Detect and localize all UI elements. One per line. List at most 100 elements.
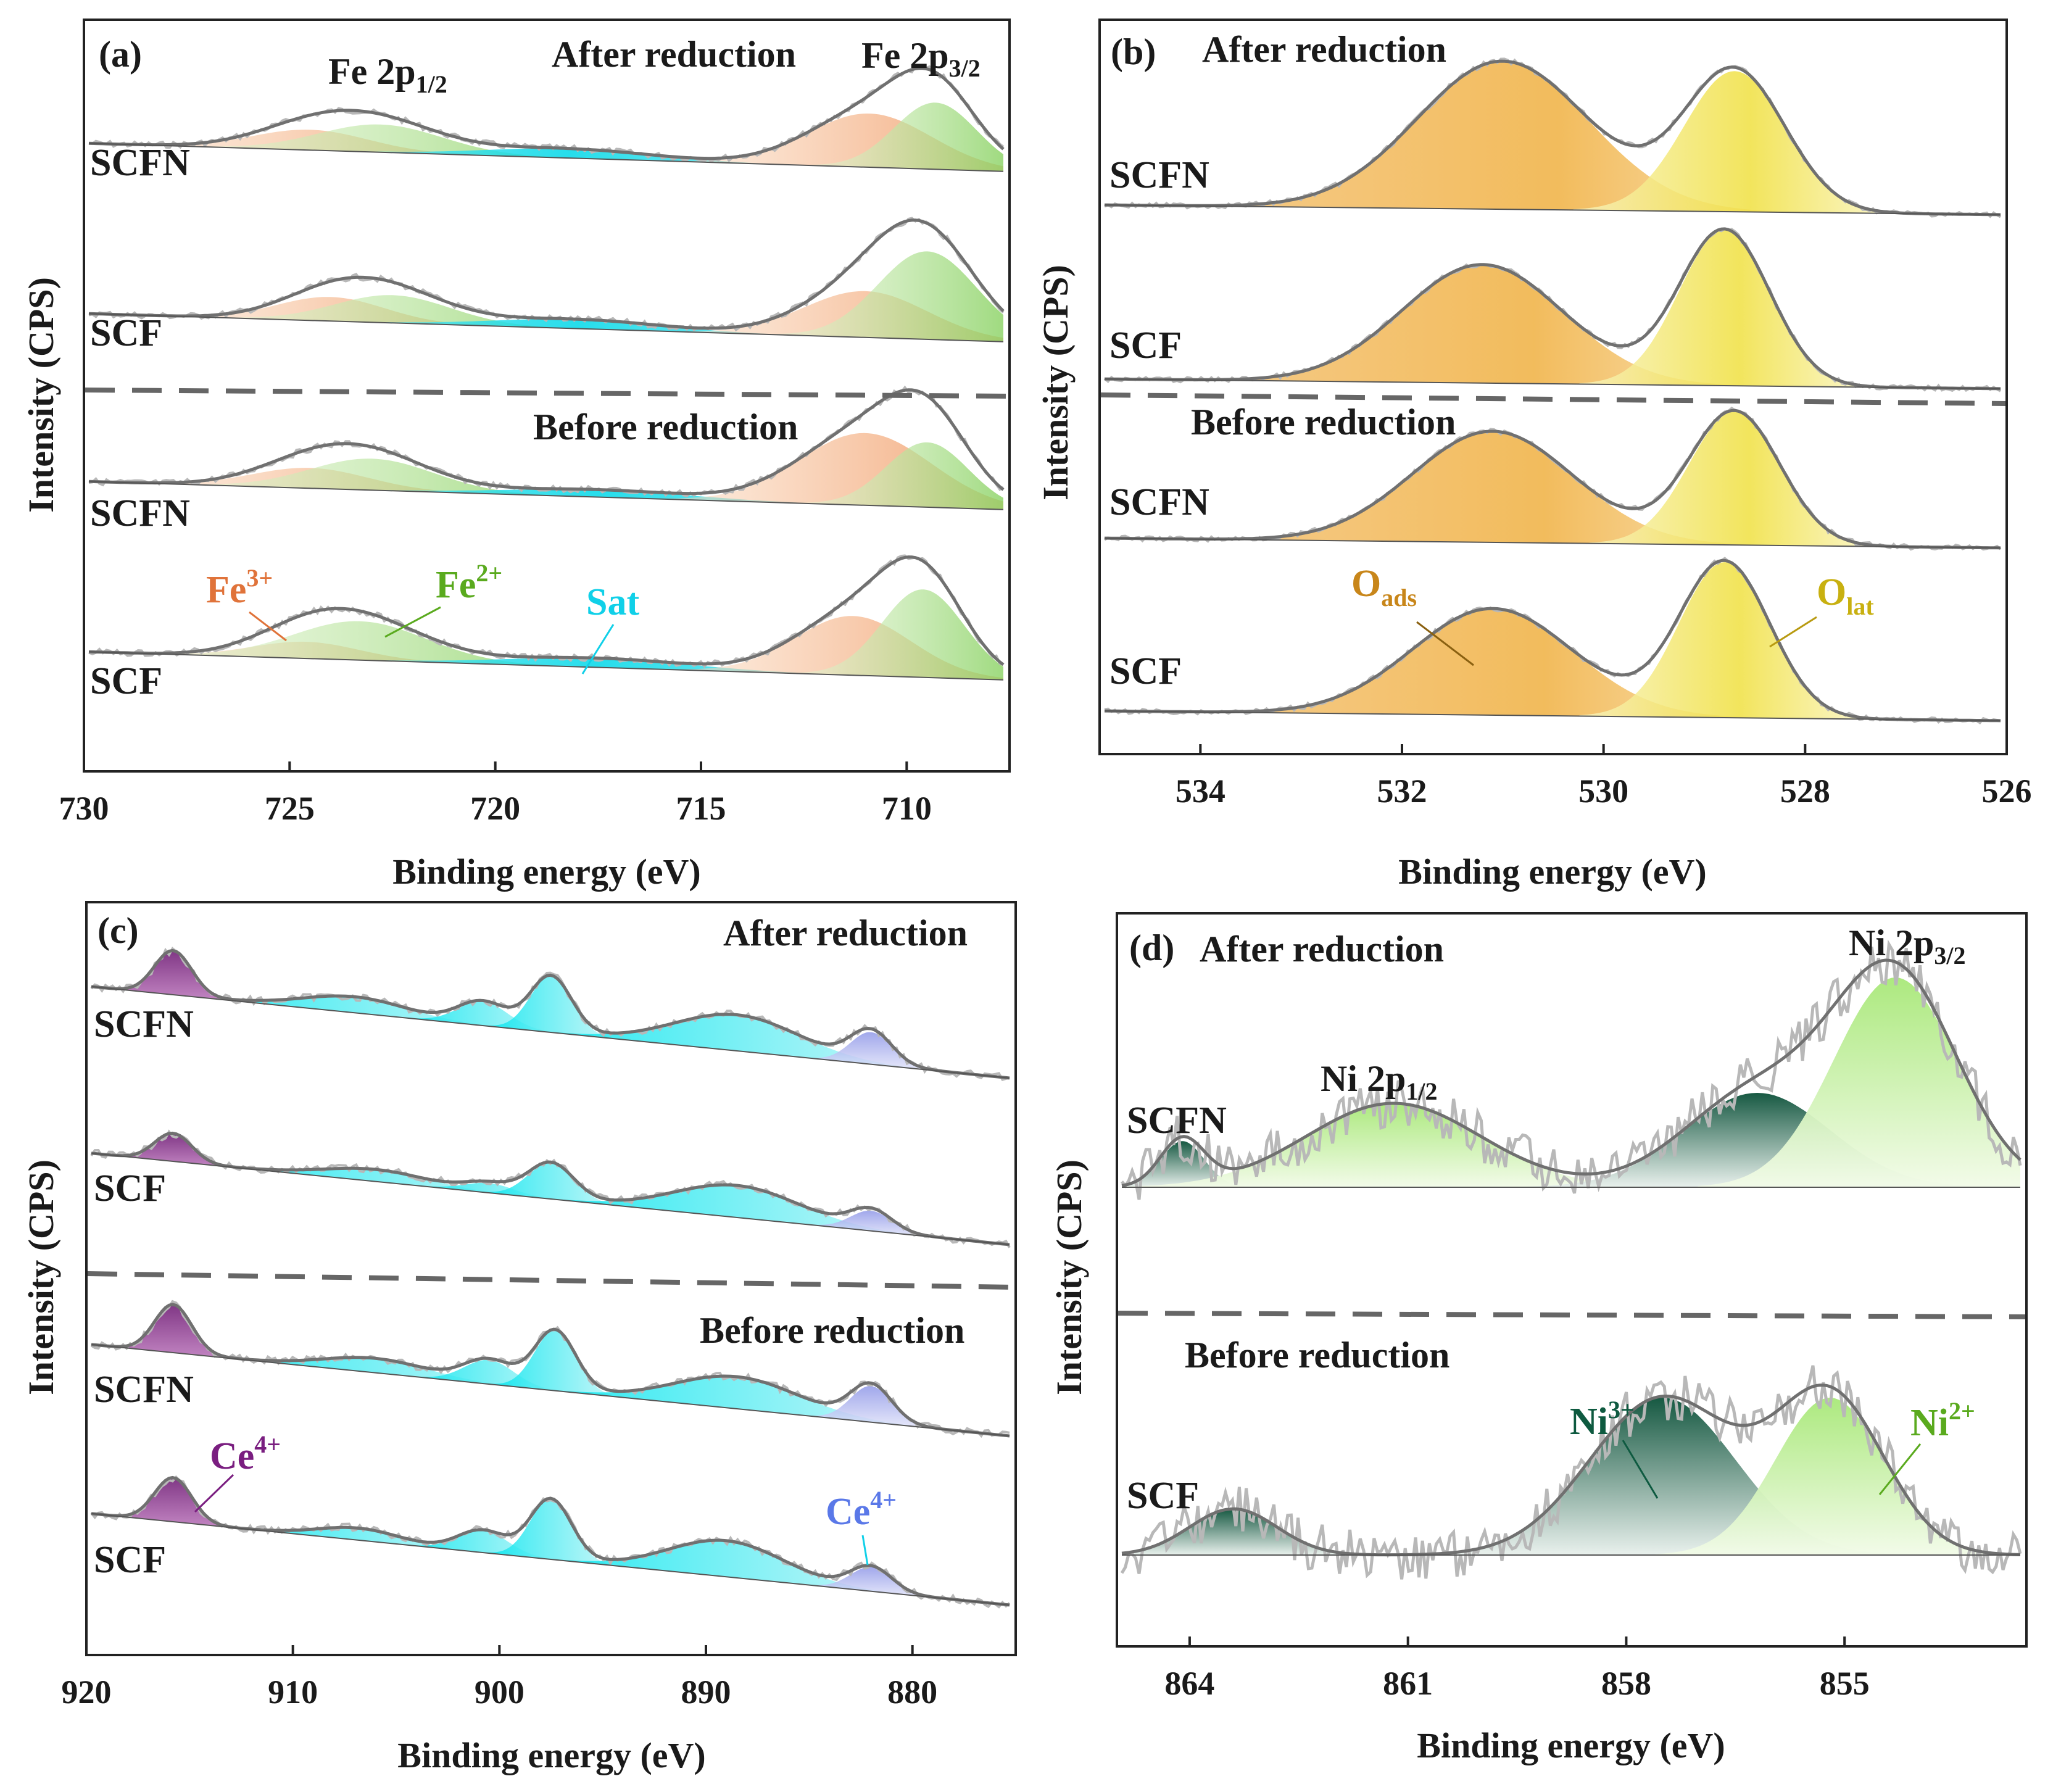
x-tick-label: 920 [62, 1674, 112, 1711]
x-tick-label: 534 [1176, 773, 1225, 810]
baseline-line [88, 313, 1004, 342]
panel-b-after-title: After reduction [1202, 29, 1446, 70]
baseline-line [91, 1512, 1010, 1606]
panel-c-frame [85, 901, 1017, 1656]
baseline-line [88, 143, 1004, 172]
component-Ce4plus-fill [478, 1163, 624, 1206]
panel-a-x-axis: 730 725 720 715 710 [59, 761, 932, 827]
panel-c-tag: (c) [97, 910, 139, 951]
panel-c-after-title: After reduction [723, 913, 968, 953]
component-Fe2plus-fill [791, 589, 1003, 680]
spectrum-c-3 [90, 1300, 1010, 1438]
raw-data-line [90, 1475, 1011, 1609]
fit-envelope-line [88, 388, 1005, 496]
fe-2p32-label: Fe 2p3/2 [861, 35, 981, 82]
component-Olat-fill [1573, 71, 1896, 214]
panel-a-plot-area [88, 64, 1005, 681]
panel-b-tag: (b) [1111, 31, 1156, 72]
fit-envelope-line [1105, 227, 2001, 391]
x-tick-label: 855 [1820, 1665, 1870, 1702]
x-tick-label: 910 [268, 1674, 318, 1711]
component-Fe2plus-fill [803, 102, 1003, 172]
fit-envelope-line [1121, 958, 2022, 1187]
panel-a-sample-2: SCF [90, 312, 162, 354]
component-Ce4plus-fill [114, 1133, 233, 1168]
component-Ce4plus-fill [805, 1386, 937, 1429]
oads-annotation: Oads [1351, 563, 1417, 612]
component-Fe2plus-fill [769, 251, 1003, 342]
ni2-annotation: Ni2+ [1910, 1397, 1975, 1444]
baseline-line [88, 651, 1004, 681]
component-Ce4plus-fill [484, 1499, 618, 1566]
spectrum-c-1 [90, 947, 1010, 1081]
panel-a-before-title: Before reduction [533, 407, 798, 447]
panel-d: (d) After reduction Before reduction Ni … [1049, 912, 2028, 1765]
panel-a-sample-4: SCF [90, 660, 162, 702]
component-Ni3plus-fill [1122, 1141, 1253, 1187]
fit-envelope-line [91, 948, 1010, 1080]
spectrum-a-1 [88, 64, 1005, 172]
fit-envelope-line [1105, 409, 2001, 550]
component-Olat-fill [1579, 562, 1870, 720]
component-Fe2plus-fill [208, 295, 577, 329]
spectrum-a-4 [88, 554, 1005, 681]
panel-a-frame [83, 19, 1011, 773]
x-tick-label: 526 [1982, 773, 2032, 810]
olat-annotation: Olat [1817, 571, 1874, 620]
x-tick-label: 880 [887, 1674, 937, 1711]
x-tick-label: 858 [1601, 1665, 1651, 1702]
panel-d-divider [1118, 1311, 2026, 1319]
component-Fe2plus-fill [183, 124, 578, 159]
x-tick-label: 715 [676, 790, 726, 827]
x-tick-label: 864 [1164, 1665, 1214, 1702]
panel-a-sample-3: SCFN [90, 492, 190, 534]
panel-c-xlabel: Binding energy (eV) [397, 1735, 705, 1775]
ni3-arrow [1622, 1440, 1659, 1499]
ni-2p32-label: Ni 2p3/2 [1849, 923, 1966, 969]
panel-d-xlabel: Binding energy (eV) [1417, 1725, 1725, 1765]
baseline-line [1104, 204, 2001, 215]
panel-b-divider [1100, 392, 2006, 406]
panel-d-frame [1116, 912, 2028, 1648]
component-Ce3plus-fill [541, 1540, 912, 1596]
component-Ce4plus-fill [805, 1211, 937, 1238]
fe-2p12-label: Fe 2p1/2 [328, 51, 447, 98]
component-Ce4plus-fill [805, 1032, 937, 1071]
baseline-line [88, 481, 1004, 510]
spectrum-d-2 [1120, 1365, 2022, 1580]
baseline-line [91, 985, 1010, 1079]
fe3-annotation: Fe3+ [206, 564, 273, 611]
panel-a-sample-1: SCFN [90, 142, 190, 184]
panel-b: (b) After reduction Before reduction SCF… [1035, 19, 2032, 892]
baseline-line [1104, 378, 2001, 389]
panel-b-before-title: Before reduction [1191, 402, 1456, 442]
fit-envelope-line [1105, 558, 2001, 723]
component-Oads-fill [1234, 431, 1751, 545]
sat-arrow [581, 624, 615, 674]
panel-d-plot-area [1120, 939, 2022, 1580]
component-Ni3plus-fill [1122, 1509, 1374, 1555]
component-Olat-fill [1589, 412, 1880, 547]
spectrum-a-2 [88, 217, 1005, 342]
fe3-arrow [249, 611, 287, 642]
panel-c: (c) After reduction Before reduction SCF… [21, 901, 1017, 1775]
panel-b-frame [1098, 19, 2008, 755]
olat-arrow [1769, 616, 1817, 648]
raw-data-line [1121, 939, 2022, 1200]
fit-envelope-line [88, 67, 1005, 160]
x-tick-label: 890 [681, 1674, 731, 1711]
ni2-arrow [1878, 1443, 1922, 1495]
panel-a-tag: (a) [99, 34, 142, 75]
panel-c-sample-1: SCFN [94, 1003, 194, 1045]
fit-envelope-line [1121, 1383, 2021, 1557]
panel-b-sample-2: SCF [1109, 325, 1182, 367]
sat-annotation: Sat [586, 581, 639, 623]
panel-c-sample-2: SCF [94, 1168, 166, 1209]
panel-c-divider [87, 1271, 1015, 1290]
baseline-line [1104, 710, 2001, 721]
panel-c-sample-3: SCFN [94, 1369, 194, 1411]
component-Fe2plus-fill [795, 442, 1003, 510]
baseline-line [91, 1152, 1010, 1245]
panel-a-divider [85, 388, 1009, 399]
component-Ce4plus-fill [484, 976, 618, 1039]
